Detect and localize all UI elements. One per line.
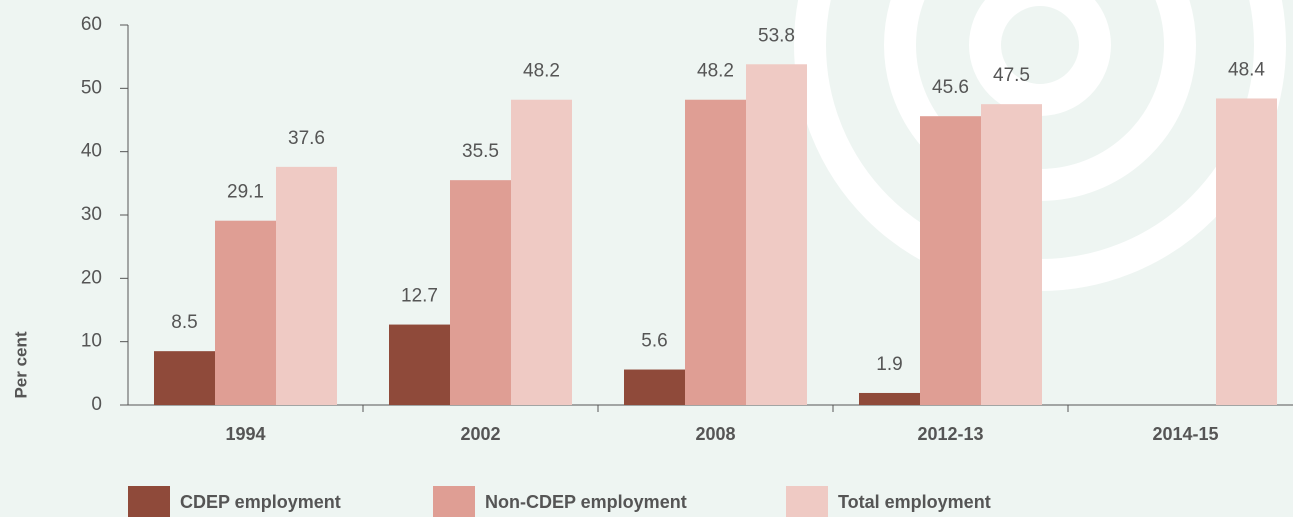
bar [624, 369, 685, 405]
bar [685, 99, 746, 405]
x-tick-label: 2014-15 [1152, 424, 1218, 444]
legend-label: CDEP employment [180, 492, 341, 512]
value-label: 37.6 [288, 128, 325, 149]
value-label: 12.7 [401, 286, 438, 307]
bar [859, 392, 920, 405]
value-label: 1.9 [876, 354, 902, 375]
bar [746, 64, 807, 406]
value-label: 45.6 [932, 77, 969, 98]
y-tick-label: 10 [81, 331, 102, 352]
x-tick-label: 1994 [225, 424, 265, 444]
legend-label: Non-CDEP employment [485, 492, 687, 512]
bar [511, 99, 572, 405]
y-tick-label: 20 [81, 267, 102, 288]
value-label: 29.1 [227, 182, 264, 203]
value-label: 48.2 [523, 61, 560, 82]
value-label: 53.8 [758, 25, 795, 46]
bar [450, 180, 511, 405]
legend-swatch [128, 486, 170, 517]
y-tick-label: 50 [81, 77, 102, 98]
value-label: 35.5 [462, 141, 499, 162]
bar [981, 104, 1042, 406]
legend-swatch [433, 486, 475, 517]
y-axis-label: Per cent [11, 331, 30, 398]
y-tick-label: 40 [81, 141, 102, 162]
y-tick-label: 0 [91, 394, 102, 415]
bar [920, 116, 981, 405]
x-tick-label: 2012-13 [917, 424, 983, 444]
bar [1216, 98, 1277, 405]
bar [389, 324, 450, 405]
bar [276, 166, 337, 405]
value-label: 8.5 [171, 312, 197, 333]
value-label: 47.5 [993, 65, 1030, 86]
x-tick-label: 2002 [460, 424, 500, 444]
y-tick-label: 60 [81, 14, 102, 35]
bar [154, 351, 215, 405]
bar [215, 220, 276, 405]
y-tick-label: 30 [81, 204, 102, 225]
value-label: 48.2 [697, 61, 734, 82]
value-label: 5.6 [641, 331, 667, 352]
value-label: 48.4 [1228, 59, 1265, 80]
legend-label: Total employment [838, 492, 991, 512]
x-tick-label: 2008 [695, 424, 735, 444]
legend-swatch [786, 486, 828, 517]
